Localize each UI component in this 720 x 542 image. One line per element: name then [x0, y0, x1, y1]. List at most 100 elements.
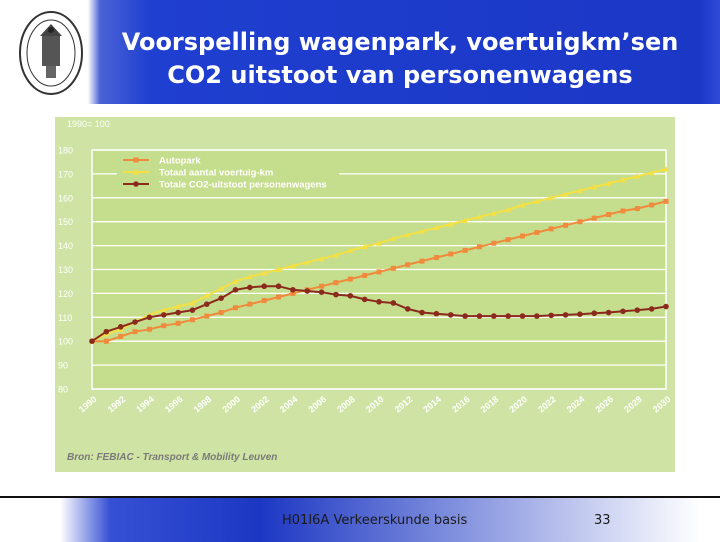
data-point	[562, 191, 569, 197]
x-tick-label: 1996	[163, 394, 185, 415]
data-point	[332, 252, 339, 258]
data-point	[519, 201, 526, 208]
x-tick-label: 2020	[507, 394, 529, 415]
data-point	[189, 307, 196, 313]
data-point	[520, 233, 525, 239]
data-point	[319, 283, 325, 289]
data-point	[390, 300, 397, 306]
x-tick-label: 2008	[335, 394, 357, 415]
data-point	[491, 240, 497, 246]
x-tick-label: 1990	[77, 394, 99, 415]
data-point	[289, 262, 296, 269]
data-point	[347, 247, 354, 253]
data-point	[620, 308, 626, 315]
index-label: 1990= 100	[67, 119, 110, 129]
data-point	[333, 291, 339, 298]
data-point	[103, 328, 110, 335]
y-tick-label: 90	[58, 361, 68, 371]
legend-marker	[133, 157, 139, 163]
data-point	[620, 208, 626, 214]
x-tick-label: 2018	[479, 394, 501, 415]
data-point	[548, 312, 554, 319]
data-point	[577, 219, 583, 225]
data-point	[361, 243, 368, 250]
x-tick-label: 2028	[622, 394, 644, 415]
x-tick-label: 2006	[306, 394, 328, 415]
data-point	[404, 231, 411, 238]
data-point	[247, 284, 253, 291]
data-point	[232, 287, 239, 293]
data-point	[533, 198, 540, 204]
data-point	[648, 169, 655, 176]
data-point	[290, 287, 296, 293]
x-tick-label: 2004	[278, 394, 300, 415]
y-tick-label: 100	[58, 337, 73, 347]
data-point	[175, 303, 182, 310]
data-point	[491, 313, 497, 319]
data-point	[118, 333, 124, 339]
chart-panel: 80 90 100 110 120 130 140 150 160 170 180 1990= 100…	[55, 117, 675, 472]
y-tick-label: 130	[58, 265, 73, 275]
x-tick-label: 2002	[249, 394, 271, 415]
data-point	[447, 221, 454, 227]
y-tick-label: 170	[58, 169, 73, 179]
data-point	[376, 240, 382, 246]
data-point	[563, 222, 569, 228]
data-point	[462, 313, 468, 319]
legend-background	[117, 151, 339, 195]
data-point	[304, 259, 311, 265]
data-point	[548, 194, 555, 201]
data-point	[160, 307, 167, 313]
data-point	[203, 292, 210, 299]
data-point	[347, 276, 353, 282]
data-point	[433, 310, 440, 317]
data-point	[548, 226, 554, 232]
x-tick-label: 2024	[565, 394, 587, 415]
university-seal-icon	[19, 11, 83, 95]
data-point	[247, 301, 253, 307]
data-point	[476, 213, 483, 220]
data-point	[505, 206, 512, 213]
x-tick-label: 2030	[651, 394, 673, 415]
data-point	[476, 313, 483, 319]
slide-title: Voorspelling wagenpark, voertuigkm’sen C…	[100, 26, 700, 92]
data-point	[591, 310, 598, 317]
data-point	[591, 184, 598, 190]
data-point	[204, 301, 210, 307]
x-tick-label: 2012	[393, 394, 415, 415]
x-tick-label: 2014	[421, 394, 443, 415]
data-point	[204, 313, 210, 319]
data-point	[534, 313, 540, 319]
data-point	[419, 258, 425, 264]
y-tick-label: 140	[58, 241, 73, 251]
data-point	[405, 262, 411, 268]
data-point	[433, 255, 439, 261]
data-point	[333, 280, 339, 286]
data-point	[519, 313, 526, 319]
x-tick-label: 1992	[106, 394, 128, 415]
data-point	[218, 310, 224, 316]
data-point	[175, 320, 181, 326]
data-point	[404, 306, 411, 312]
data-point	[390, 235, 397, 241]
data-point	[261, 298, 267, 304]
legend-marker	[133, 181, 139, 187]
legend-label: Autopark	[159, 156, 201, 167]
data-point	[347, 292, 354, 299]
data-point	[634, 206, 640, 212]
data-point	[448, 251, 454, 257]
data-point	[275, 266, 282, 272]
data-point	[490, 210, 497, 216]
data-point	[605, 309, 612, 316]
data-point	[663, 166, 669, 172]
line-chart: 80 90 100 110 120 130 140 150 160 170 180 1990= 100…	[58, 119, 673, 415]
data-point	[161, 323, 167, 329]
data-point	[261, 283, 267, 290]
slide-title-line-1: Voorspelling wagenpark, voertuigkm’sen	[121, 28, 679, 56]
x-tick-label: 1998	[192, 394, 214, 415]
x-tick-label: 2010	[364, 394, 386, 415]
data-point	[648, 306, 655, 312]
data-point	[362, 272, 368, 278]
data-point	[505, 313, 511, 319]
